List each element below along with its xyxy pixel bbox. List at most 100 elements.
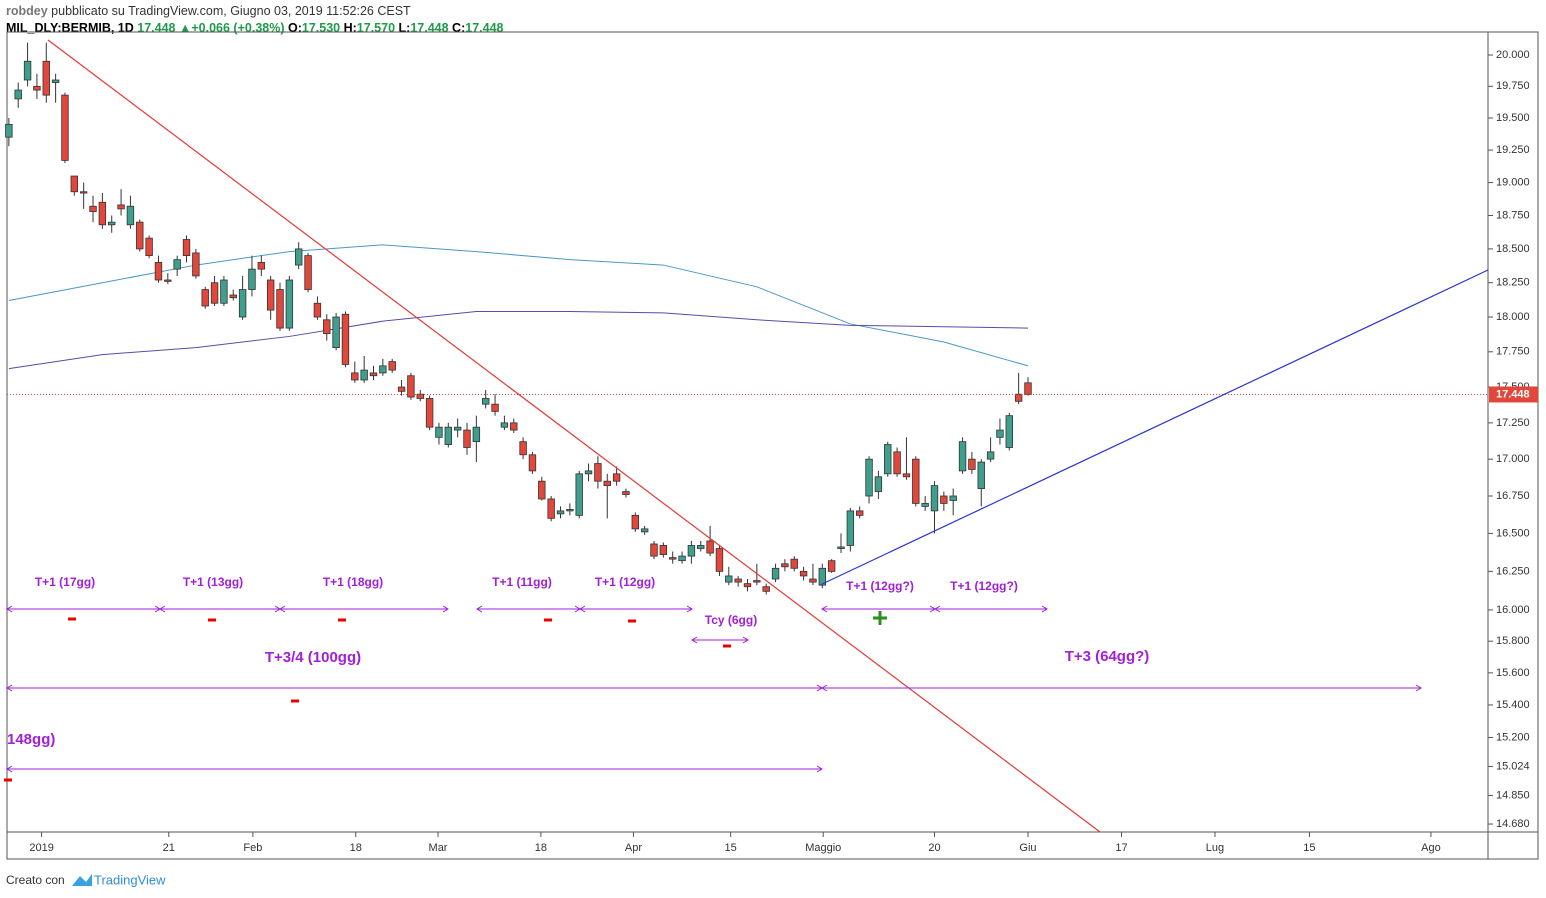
arrow-tail [6,765,13,773]
y-tick-label: 18.500 [1496,243,1530,255]
header-line-1: robdey pubblicato su TradingView.com, Gi… [6,4,411,18]
y-tick-label: 16.500 [1496,527,1530,539]
footer-brand: TradingView [94,872,166,887]
candle-body [743,583,752,588]
candle-body [697,545,705,549]
low-marker [68,617,76,621]
candle-body [678,555,686,562]
arrow-tail [6,605,13,613]
candle-body [313,302,322,318]
candle-body [762,586,770,592]
candle-body [14,89,22,100]
candle-body [874,476,883,492]
candle-body [257,261,266,270]
candle-body [23,60,32,81]
candle-body [89,205,97,212]
arrow-tail [934,605,941,613]
arrow-head [1041,605,1048,613]
user: robdey [6,4,48,18]
x-tick-label: 17 [1115,842,1127,854]
arrow-tail [476,605,483,613]
candle-body [753,580,761,583]
candle-body [865,458,873,497]
y-tick-label: 18.250 [1496,277,1530,289]
candle-body [790,558,798,569]
candle-body [323,319,331,335]
candle-body [491,403,499,412]
candle-body [669,557,677,560]
candle-body [556,510,565,515]
l-label: L: [398,21,411,35]
y-tick-label: 14.850 [1496,789,1530,801]
x-tick-label: 21 [163,842,175,854]
y-tick-label: 15.200 [1496,731,1530,743]
candle-body [482,398,490,405]
cycle-label: Tcy (6gg) [705,613,757,627]
logo [72,874,92,886]
arrow-tail [691,636,698,644]
arrow-tail [821,605,828,613]
candle-body [182,239,191,257]
y-tick-label: 16.750 [1496,490,1530,502]
low-marker [628,619,636,623]
y-tick-label: 19.000 [1496,176,1530,188]
arrow-head [816,765,823,773]
candle-body [996,429,1004,438]
low-marker [208,618,216,622]
candle-body [266,279,275,311]
plot [5,42,1488,595]
y-tick-label: 19.500 [1496,112,1530,124]
candle-body [538,480,546,500]
candle-body [463,429,471,448]
candle-body [949,495,957,501]
y-tick-label: 20.000 [1496,49,1530,61]
frame [6,31,1539,860]
candle-body [425,398,434,428]
candle-body [108,221,116,226]
y-tick-label: 15.400 [1496,699,1530,711]
y-tick-label: 15.600 [1496,667,1530,679]
x-tick-label: 15 [725,842,737,854]
candle-body [192,252,200,277]
footer-text: Creato con [6,873,65,887]
candle-body [612,473,621,482]
annotations: T+1 (17gg) T+1 (13gg) T+1 (18gg) T+1 (11gg)… [4,575,1422,782]
candle-body [388,361,396,371]
candle-body [304,255,312,290]
cycle-label: T+3/4 (100gg) [265,649,361,666]
last-price-label: 17.448 [1496,388,1530,400]
x-tick-label: Mar [429,842,448,854]
arrow-head [442,605,449,613]
candle-body [846,510,855,546]
candle-body [631,514,640,530]
candle-body [360,369,368,381]
arrow-tail [279,605,286,613]
candle-body [809,578,817,583]
candle-body [407,375,415,398]
x-tick-label: 18 [350,842,362,854]
candle-body [640,528,649,533]
candle-body [725,575,733,583]
candle-body [341,313,350,365]
arrow-head [1415,684,1422,692]
candle-body [453,426,462,431]
y-tick-label: 19.250 [1496,144,1530,156]
arrow-head [742,636,749,644]
candle-body [285,279,294,329]
x-tick-label: Ago [1421,842,1441,854]
candle-body [164,279,172,282]
y-tick-label: 17.750 [1496,346,1530,358]
up-trendline [819,269,1489,586]
candle-body [126,205,135,226]
candle-body [603,480,611,487]
candle-body [912,458,920,504]
candle-body [855,510,864,516]
candle-body [210,282,219,304]
cycle-label: T+1 (12gg?) [846,579,914,593]
y-tick-label: 19.750 [1496,80,1530,92]
moving-average [8,311,1028,370]
cycle-label: T+1 (13gg) [183,575,243,589]
x-tick-label: Giu [1019,842,1036,854]
y-tick-label: 18.750 [1496,209,1530,221]
